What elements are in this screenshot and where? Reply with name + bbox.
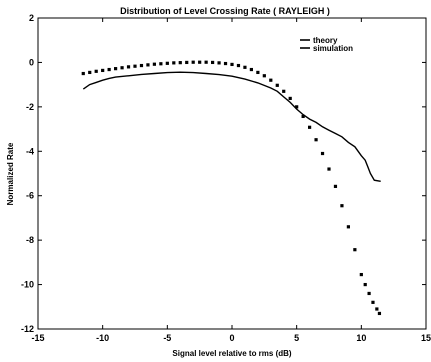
- theory-point: [191, 60, 195, 64]
- theory-point: [262, 74, 266, 78]
- theory-point: [275, 83, 279, 87]
- theory-point: [333, 184, 338, 188]
- theory-point: [126, 65, 131, 69]
- y-tick-label: -8: [26, 235, 34, 245]
- y-tick-label: -12: [21, 324, 34, 334]
- theory-point: [256, 70, 260, 75]
- legend-label-simulation: simulation: [313, 44, 353, 53]
- theory-point: [243, 65, 247, 69]
- theory-point: [94, 69, 98, 73]
- y-axis-label: Normalized Rate: [6, 142, 15, 205]
- chart-title: Distribution of Level Crossing Rate ( RA…: [120, 6, 330, 16]
- theory-point: [88, 70, 92, 75]
- theory-point: [101, 68, 105, 73]
- x-tick-label: 0: [229, 333, 234, 343]
- theory-point: [120, 66, 124, 70]
- y-tick-label: -10: [21, 280, 34, 290]
- theory-point: [81, 71, 85, 76]
- theory-point: [133, 64, 137, 68]
- simulation-line: [82, 71, 381, 182]
- x-tick-label: 5: [294, 333, 299, 343]
- theory-point: [375, 307, 379, 311]
- theory-point: [172, 61, 176, 65]
- y-axis-ticks: 2 0 -2 -4 -6 -8 -10 -12: [21, 13, 426, 334]
- x-tick-label: 10: [356, 333, 366, 343]
- theory-point: [139, 63, 144, 68]
- y-tick-label: -6: [26, 191, 34, 201]
- theory-point: [152, 62, 156, 66]
- y-tick-label: 0: [29, 57, 34, 67]
- theory-point: [282, 89, 286, 93]
- theory-point: [288, 96, 292, 101]
- theory-point: [320, 151, 325, 156]
- theory-point: [249, 67, 253, 72]
- theory-point: [165, 61, 169, 65]
- theory-point: [159, 62, 163, 66]
- series-theory: [81, 60, 382, 316]
- series-simulation: [82, 71, 381, 182]
- y-tick-label: 2: [29, 13, 34, 23]
- theory-point: [269, 78, 273, 82]
- series-layer: [81, 60, 382, 316]
- theory-point: [301, 114, 305, 119]
- theory-point: [295, 105, 299, 109]
- theory-point: [353, 248, 357, 252]
- theory-point: [114, 67, 118, 71]
- theory-point: [146, 63, 150, 67]
- theory-point: [327, 167, 331, 171]
- x-axis-label: Signal level relative to rms (dB): [172, 349, 291, 358]
- theory-point: [377, 311, 382, 316]
- theory-point: [223, 61, 228, 66]
- y-tick-label: -4: [26, 146, 34, 156]
- legend-label-theory: theory: [313, 36, 338, 45]
- y-tick-label: -2: [26, 102, 34, 112]
- x-axis-ticks: -15 -10 -5 0 5 10 15: [31, 18, 431, 343]
- theory-point: [308, 125, 312, 129]
- theory-point: [178, 61, 182, 65]
- theory-point: [346, 225, 350, 229]
- theory-point: [185, 60, 189, 65]
- theory-point: [314, 138, 318, 142]
- theory-point: [198, 60, 202, 64]
- theory-point: [236, 63, 241, 68]
- theory-point: [363, 282, 367, 287]
- theory-point: [217, 61, 221, 65]
- x-tick-label: -15: [31, 333, 44, 343]
- theory-point: [340, 204, 344, 208]
- theory-point: [107, 67, 111, 72]
- theory-point: [367, 291, 371, 296]
- x-tick-label: -5: [163, 333, 171, 343]
- theory-point: [204, 60, 208, 64]
- theory-point: [371, 300, 375, 304]
- theory-point: [211, 60, 215, 65]
- x-tick-label: -10: [96, 333, 109, 343]
- theory-point: [230, 62, 234, 67]
- x-tick-label: 15: [421, 333, 431, 343]
- theory-point: [359, 272, 363, 277]
